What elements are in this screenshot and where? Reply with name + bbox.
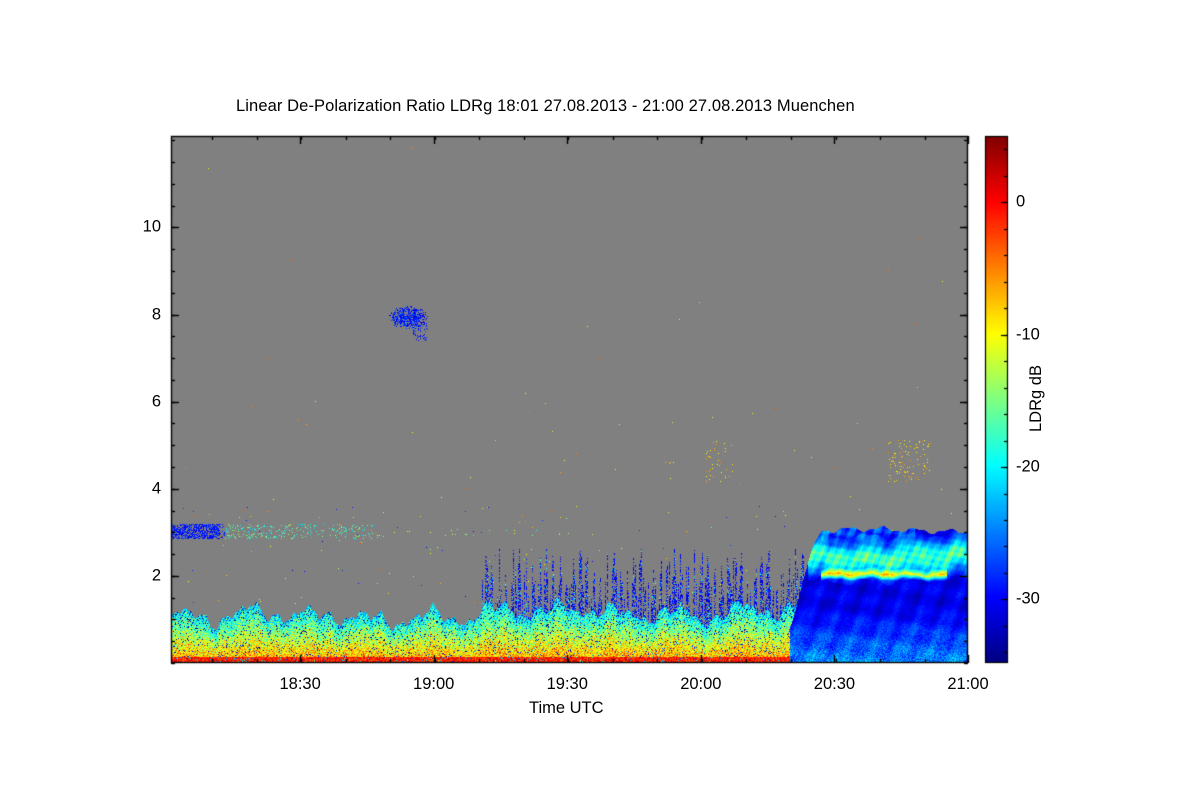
x-axis-title: Time UTC bbox=[529, 699, 604, 717]
colorbar-title: LDRg dB bbox=[1027, 365, 1045, 432]
chart-title: Linear De-Polarization Ratio LDRg 18:01 … bbox=[236, 97, 855, 115]
